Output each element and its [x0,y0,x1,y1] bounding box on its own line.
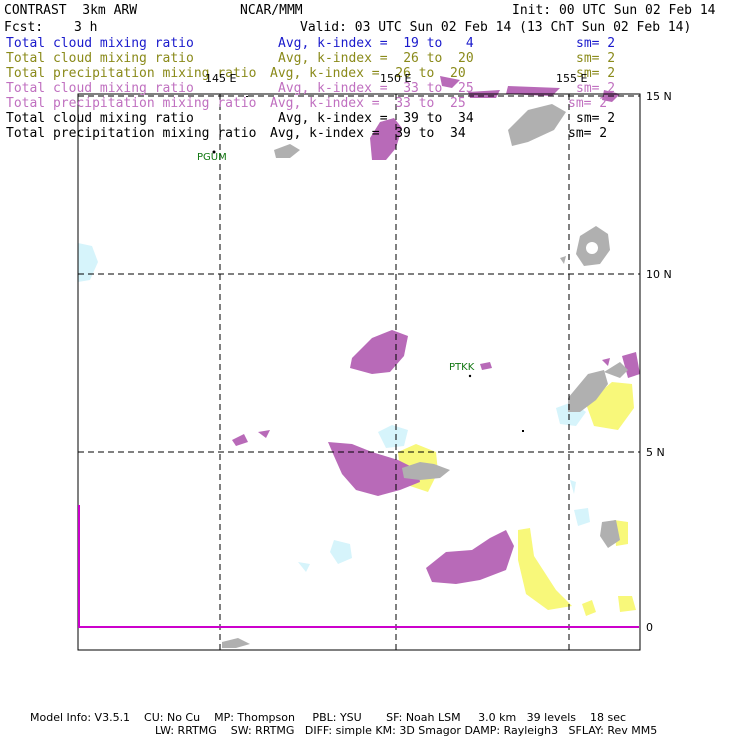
legend-field: Total cloud mixing ratio [6,51,194,66]
station-marker-ptkk [468,374,472,378]
lat-label-0: 0 [646,621,653,634]
legend-field: Total cloud mixing ratio [6,81,194,96]
legend-field: Total precipitation mixing ratio [6,96,257,111]
legend-sm: sm= 2 [576,51,616,66]
lat-label-5n: 5 N [646,446,665,459]
legend-avg: Avg, k-index = 39 to 34 [278,111,474,126]
legend-field: Total precipitation mixing ratio [6,126,257,141]
legend-avg: Avg, k-index = 39 to 34 [270,126,466,141]
init-time: Init: 00 UTC Sun 02 Feb 14 [512,3,716,18]
lat-lon-grid [78,94,640,650]
forecast-hour: 3 h [74,20,98,35]
legend-avg: Avg, k-index = 19 to 4 [278,36,474,51]
legend-sm: sm= 2 [576,36,616,51]
station-marker-pgum [212,150,216,154]
center-title: NCAR/MMM [240,3,303,18]
cloud-light-blue-areas [78,243,590,572]
station-label-pgum: PGUM [197,152,227,163]
valid-time: Valid: 03 UTC Sun 02 Feb 14 (13 ChT Sun … [300,20,692,35]
precip-grey-areas [222,104,628,648]
legend-field: Total cloud mixing ratio [6,111,194,126]
station-label-ptkk: PTKK [449,362,475,373]
lon-label-150e: 150 E [380,72,412,85]
legend-avg: Avg, k-index = 26 to 20 [270,66,466,81]
legend-field: Total precipitation mixing ratio [6,66,257,81]
legend-sm: sm= 2 [568,96,608,111]
legend-sm: sm= 2 [576,81,616,96]
equator-line [78,505,639,628]
lon-label-145e: 145 E [205,72,237,85]
legend-avg: Avg, k-index = 33 to 25 [278,81,474,96]
legend-sm: sm= 2 [576,111,616,126]
island-dots [246,96,524,432]
legend-avg: Avg, k-index = 26 to 20 [278,51,474,66]
model-info-line2: LW: RRTMG SW: RRTMG DIFF: simple KM: 3D … [155,724,658,737]
lat-label-10n: 10 N [646,268,672,281]
legend-field: Total cloud mixing ratio [6,36,194,51]
model-info-line1: Model Info: V3.5.1 CU: No Cu MP: Thompso… [30,711,627,724]
map-frame [77,93,641,651]
legend-avg: Avg, k-index = 33 to 25 [270,96,466,111]
legend-sm: sm= 2 [576,66,616,81]
model-title: CONTRAST 3km ARW [4,3,138,18]
forecast-label: Fcst: [4,20,44,35]
legend-sm: sm= 2 [568,126,608,141]
lat-label-15n: 15 N [646,90,672,103]
lon-label-155e: 155 E [556,72,588,85]
cloud-white-spots [586,242,598,254]
